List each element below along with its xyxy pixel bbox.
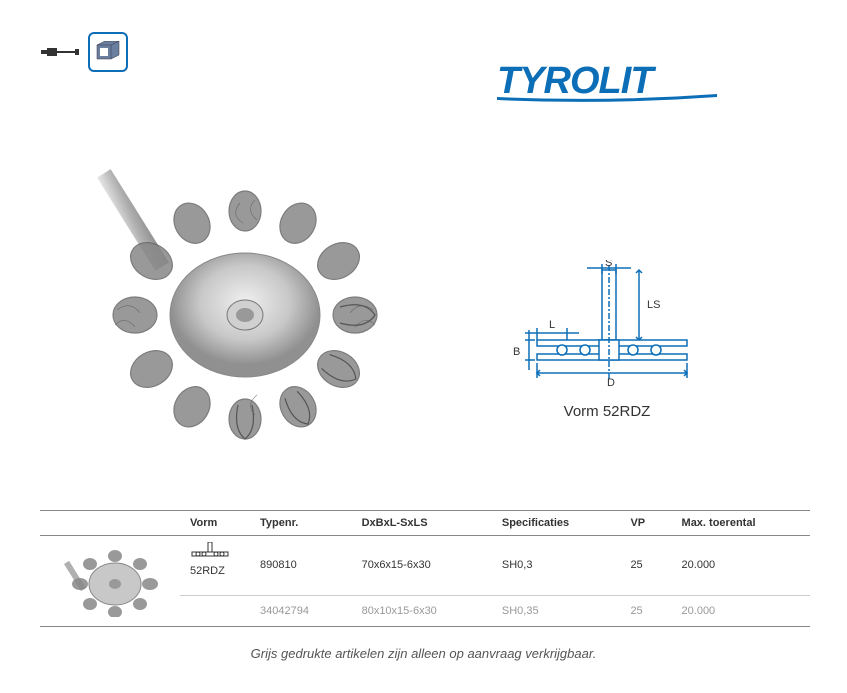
application-icons bbox=[40, 32, 128, 72]
cell-max: 20.000 bbox=[672, 536, 810, 596]
thumb-image bbox=[50, 542, 170, 617]
header-typenr: Typenr. bbox=[250, 511, 352, 536]
dim-d: D bbox=[607, 377, 615, 389]
cell-dims: 70x6x15-6x30 bbox=[352, 536, 492, 596]
header-vorm: Vorm bbox=[180, 511, 250, 536]
table-header-row: Vorm Typenr. DxBxL-SxLS Specificaties VP… bbox=[40, 511, 810, 536]
cell-vp: 25 bbox=[620, 536, 671, 596]
technical-diagram: S LS L B D Vorm 52RDZ bbox=[507, 260, 707, 420]
header-dims: DxBxL-SxLS bbox=[352, 511, 492, 536]
dim-ls: LS bbox=[647, 299, 660, 311]
cell-typenr: 890810 bbox=[250, 536, 352, 596]
cell-dims: 80x10x15-6x30 bbox=[352, 595, 492, 626]
brand-logo: TYROLIT bbox=[497, 55, 717, 110]
svg-text:TYROLIT: TYROLIT bbox=[497, 60, 656, 102]
header-vp: VP bbox=[620, 511, 671, 536]
table-row: 52RDZ 890810 70x6x15-6x30 SH0,3 25 20.00… bbox=[40, 536, 810, 596]
dim-s: S bbox=[605, 260, 612, 269]
cell-vorm: 52RDZ bbox=[190, 565, 240, 577]
disclaimer-text: Grijs gedrukte artikelen zijn alleen op … bbox=[0, 646, 847, 661]
spec-table: Vorm Typenr. DxBxL-SxLS Specificaties VP… bbox=[40, 510, 810, 627]
cell-max: 20.000 bbox=[672, 595, 810, 626]
header-spec: Specificaties bbox=[492, 511, 621, 536]
cell-vp: 25 bbox=[620, 595, 671, 626]
header-max: Max. toerental bbox=[672, 511, 810, 536]
tool-icon bbox=[40, 32, 80, 72]
cell-spec: SH0,35 bbox=[492, 595, 621, 626]
product-image bbox=[70, 130, 420, 450]
cell-typenr: 34042794 bbox=[250, 595, 352, 626]
material-icon bbox=[88, 32, 128, 72]
dim-l: L bbox=[549, 319, 555, 331]
shape-icon bbox=[190, 542, 230, 562]
cell-vorm bbox=[180, 595, 250, 626]
diagram-label: Vorm 52RDZ bbox=[507, 403, 707, 420]
dim-b: B bbox=[513, 346, 520, 358]
cell-spec: SH0,3 bbox=[492, 536, 621, 596]
